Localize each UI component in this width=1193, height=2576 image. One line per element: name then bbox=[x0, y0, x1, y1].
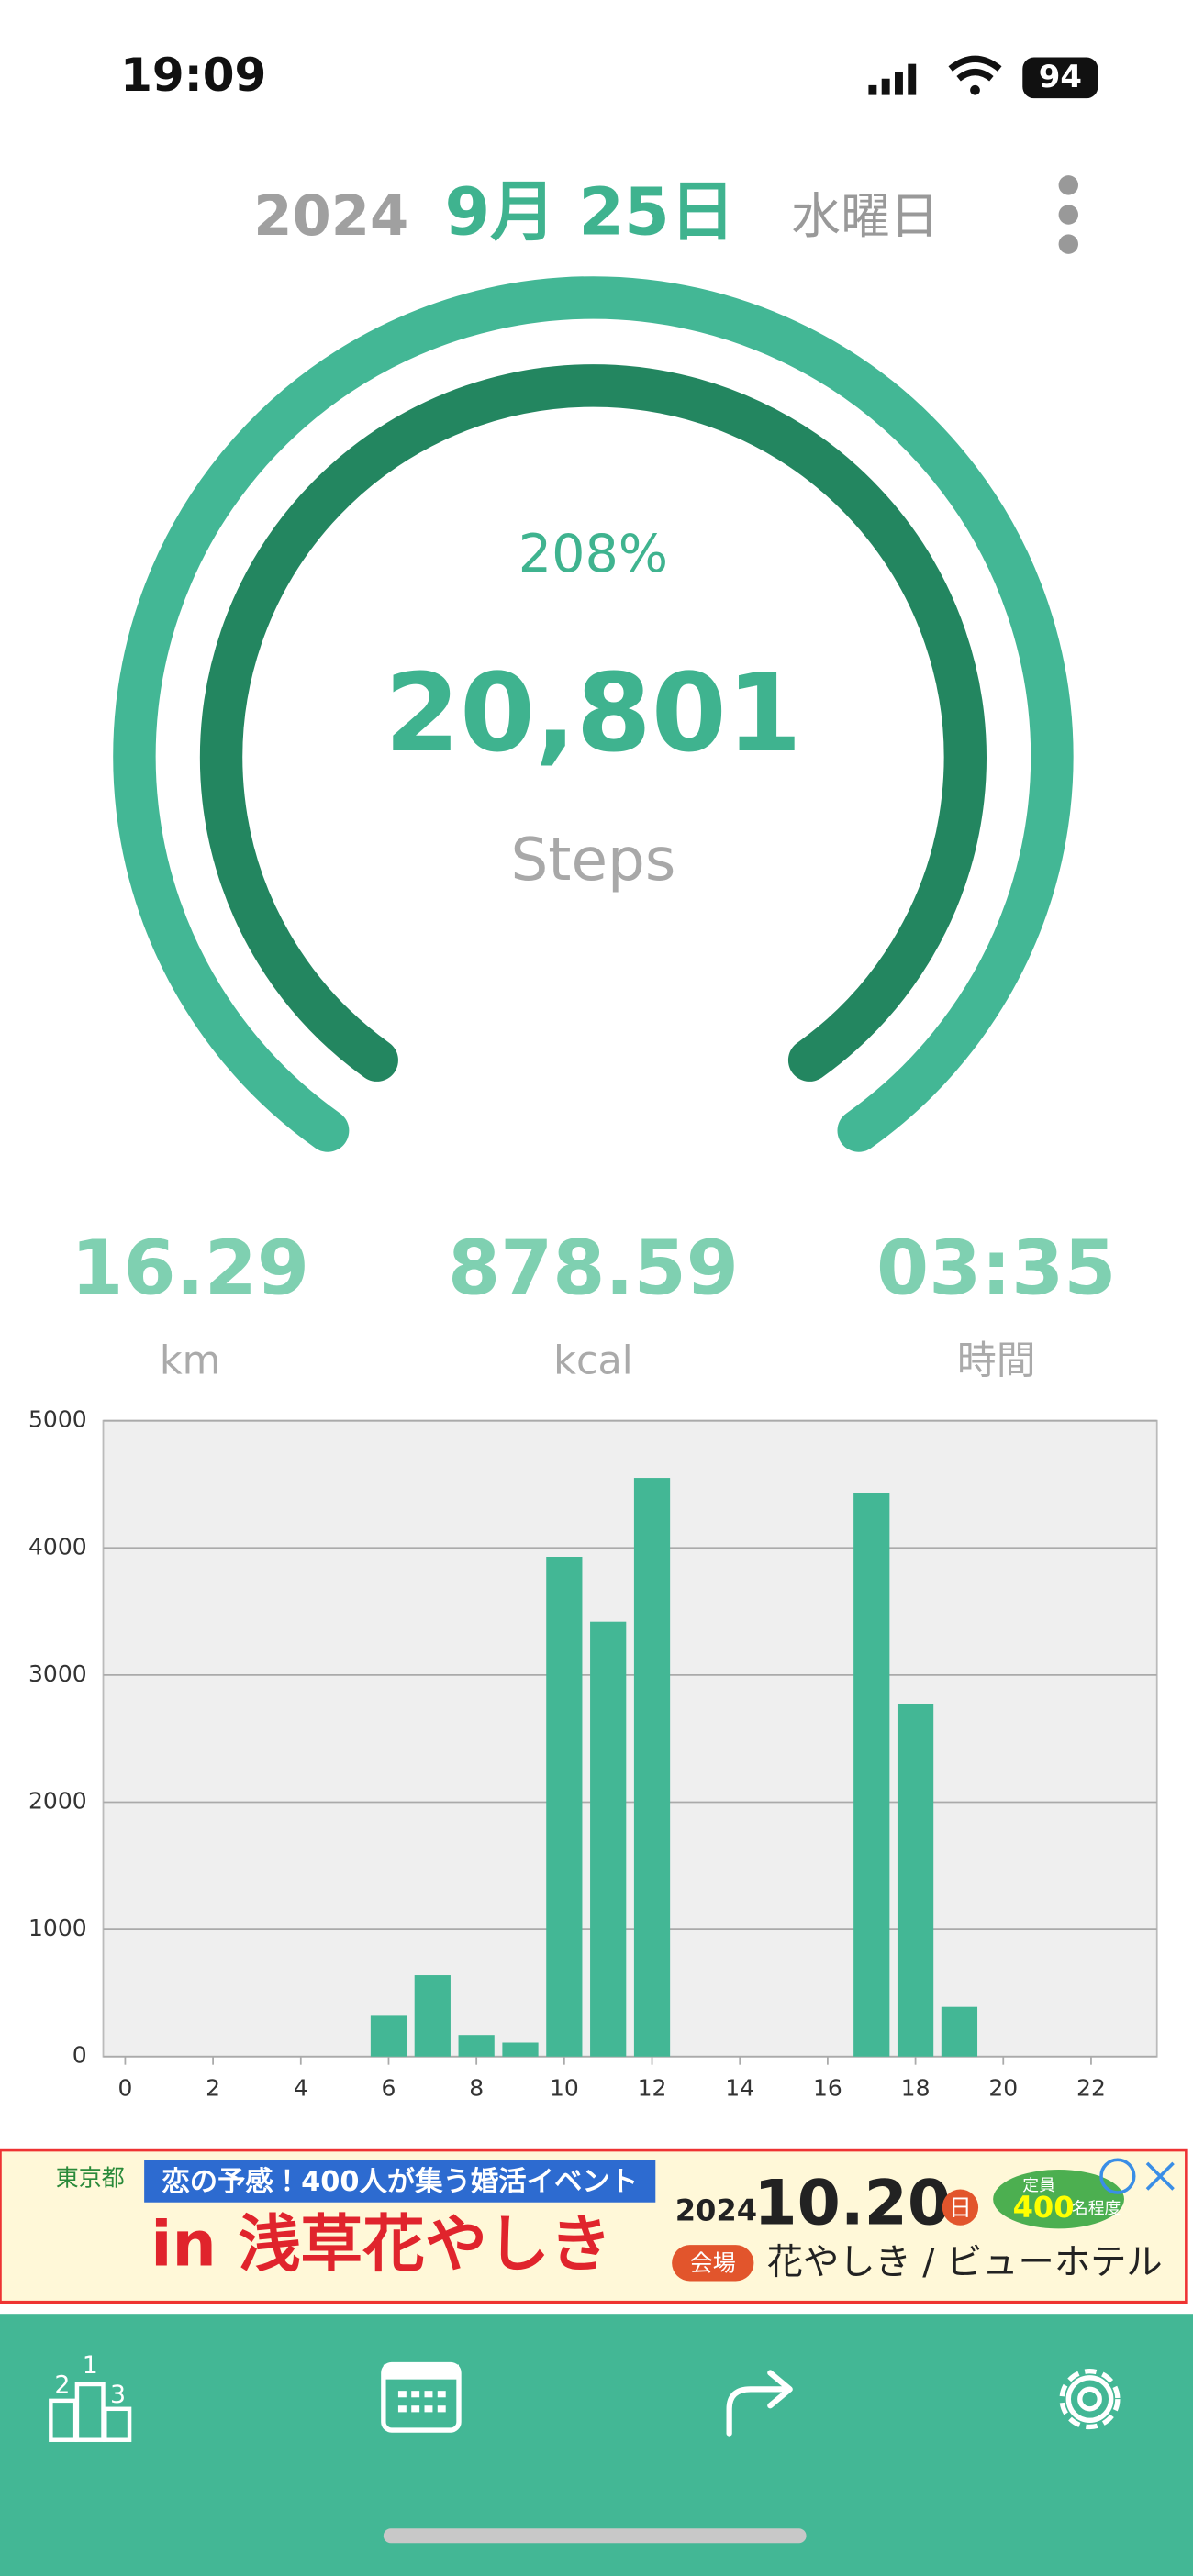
share-tab[interactable] bbox=[726, 2370, 793, 2437]
ad-venue: 花やしき / ビューホテル bbox=[767, 2242, 1163, 2283]
bar bbox=[897, 1704, 934, 2057]
ad-capacity-unit: 名程度 bbox=[1072, 2199, 1121, 2218]
stat-value: 16.29 bbox=[71, 1225, 309, 1312]
ad-title: in 浅草花やしき bbox=[151, 2208, 611, 2281]
chart: 0 1000 2000 3000 4000 5000 0 2 4 6 8 10 12 14 16 18 20 22 bbox=[28, 1406, 1157, 2101]
ad-venue-label: 会場 bbox=[690, 2250, 736, 2277]
settings-tab[interactable] bbox=[1059, 2369, 1121, 2430]
x-tick-label: 8 bbox=[469, 2074, 484, 2101]
ad-capacity-label: 定員 bbox=[1022, 2176, 1055, 2195]
x-tick-label: 0 bbox=[117, 2074, 132, 2101]
podium-number: 2 bbox=[54, 2371, 70, 2399]
menu-button[interactable] bbox=[1058, 175, 1078, 254]
stat-value: 03:35 bbox=[876, 1225, 1116, 1312]
ad-info-button[interactable] bbox=[1099, 2158, 1136, 2194]
y-tick-label: 5000 bbox=[28, 1406, 87, 1433]
stat-unit: kcal bbox=[553, 1338, 633, 1384]
ad-venue-label-bg bbox=[672, 2245, 754, 2282]
gauge-unit: Steps bbox=[511, 826, 676, 894]
signal-icon bbox=[868, 63, 917, 95]
ad-capacity-bg bbox=[993, 2170, 1124, 2229]
battery-level: 94 bbox=[1039, 60, 1082, 95]
bar bbox=[458, 2035, 495, 2057]
x-tick-label: 6 bbox=[382, 2074, 396, 2101]
x-tick-label: 10 bbox=[550, 2074, 579, 2101]
bar bbox=[853, 1493, 890, 2057]
x-tick-label: 4 bbox=[294, 2074, 308, 2101]
plot-area bbox=[102, 1419, 1158, 2058]
bar bbox=[370, 2015, 407, 2057]
progress-arc bbox=[199, 364, 987, 1082]
ad-date: 10.20 bbox=[753, 2168, 951, 2240]
bar bbox=[941, 2006, 978, 2057]
goal-arc bbox=[113, 276, 1074, 1152]
y-tick-label: 3000 bbox=[28, 1660, 87, 1687]
ad-headline: 恋の予感！400人が集う婚活イベント bbox=[162, 2165, 638, 2198]
gauge-steps: 20,801 bbox=[385, 650, 802, 776]
x-tick-label: 16 bbox=[813, 2074, 842, 2101]
stat-unit: km bbox=[160, 1338, 221, 1384]
ad-year: 2024 bbox=[675, 2193, 757, 2227]
ad-day-bg bbox=[942, 2189, 979, 2226]
x-tick-label: 14 bbox=[725, 2074, 754, 2101]
calendar-tab[interactable] bbox=[381, 2361, 462, 2433]
ad-capacity: 400 bbox=[1013, 2190, 1075, 2225]
bar bbox=[590, 1621, 627, 2057]
bar bbox=[414, 1975, 451, 2057]
ad-day: 日 bbox=[949, 2194, 972, 2221]
y-tick-label: 1000 bbox=[28, 1915, 87, 1941]
stat-value: 878.59 bbox=[448, 1225, 739, 1312]
stat-unit: 時間 bbox=[957, 1338, 1036, 1384]
home-indicator bbox=[383, 2528, 807, 2544]
podium-number: 3 bbox=[110, 2381, 126, 2409]
ad-sponsor: 東京都 bbox=[56, 2165, 125, 2192]
header-year: 2024 bbox=[253, 184, 408, 249]
header-weekday: 水曜日 bbox=[792, 187, 940, 245]
y-tick-label: 4000 bbox=[28, 1533, 87, 1560]
wifi-dot bbox=[970, 84, 980, 95]
ad-close-button[interactable] bbox=[1145, 2161, 1175, 2191]
header-date: 9月 25日 bbox=[444, 173, 735, 250]
gauge-percent: 208% bbox=[518, 524, 668, 584]
wifi-icon bbox=[948, 55, 1002, 82]
ad-headline-bg bbox=[144, 2160, 656, 2203]
x-tick-label: 12 bbox=[638, 2074, 667, 2101]
x-tick-label: 22 bbox=[1076, 2074, 1106, 2101]
bar bbox=[633, 1478, 671, 2057]
bar bbox=[502, 2042, 539, 2057]
y-tick-label: 2000 bbox=[28, 1788, 87, 1815]
status-time: 19:09 bbox=[120, 49, 266, 102]
x-tick-label: 20 bbox=[988, 2074, 1018, 2101]
y-tick-label: 0 bbox=[72, 2042, 87, 2069]
bar bbox=[546, 1557, 583, 2057]
x-tick-label: 2 bbox=[206, 2074, 220, 2101]
x-tick-label: 18 bbox=[901, 2074, 931, 2101]
ranking-tab[interactable] bbox=[49, 2382, 132, 2442]
battery-icon bbox=[1022, 57, 1098, 99]
podium-number: 1 bbox=[83, 2351, 98, 2380]
